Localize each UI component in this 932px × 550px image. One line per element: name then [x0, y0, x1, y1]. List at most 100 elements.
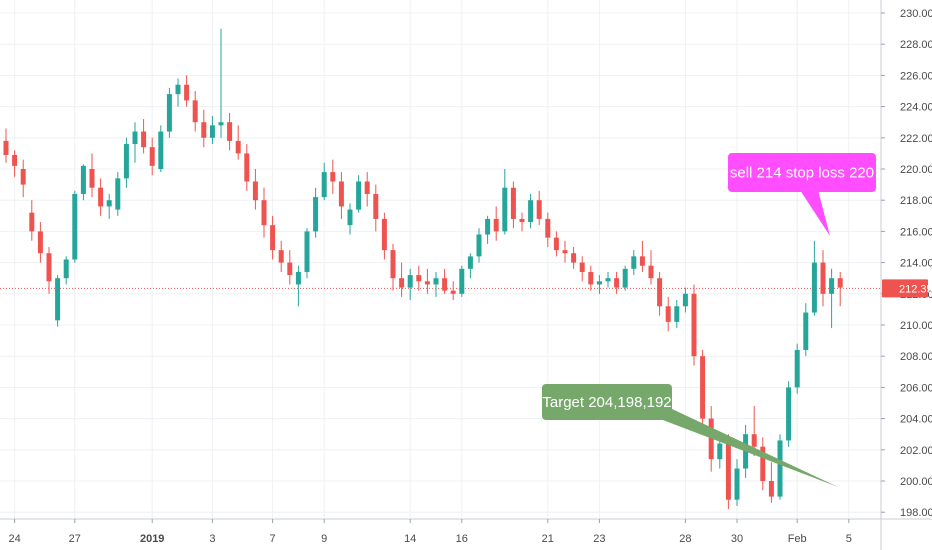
x-tick-label: 9 [321, 533, 327, 545]
candle [442, 268, 448, 294]
candle [725, 434, 731, 510]
candle-body [519, 218, 525, 223]
candle-body [751, 434, 757, 447]
candle-body [528, 200, 534, 223]
candle [734, 459, 740, 506]
candle-body [562, 250, 568, 254]
candle [622, 265, 628, 291]
grid-lines [0, 0, 881, 519]
candle-body [459, 268, 465, 294]
candle-body [166, 94, 172, 132]
candle-body [390, 250, 396, 279]
candle [29, 200, 35, 241]
candle [605, 271, 611, 288]
candle [347, 203, 353, 235]
candle [433, 271, 439, 297]
candle-body [347, 209, 353, 226]
candle-body [794, 349, 800, 388]
candle-body [115, 178, 121, 210]
candle [192, 91, 198, 132]
candle [811, 240, 817, 316]
candles [3, 28, 843, 510]
candle-body [218, 122, 224, 126]
candle [261, 187, 267, 238]
target-callout-label: Target 204,198,192 [542, 394, 671, 411]
candle-body [588, 271, 594, 285]
candle [424, 268, 430, 294]
candle [149, 137, 155, 176]
candle [519, 212, 525, 232]
candle [545, 212, 551, 247]
candle [837, 271, 843, 307]
y-tick-label: 216.00 [900, 226, 932, 238]
candle-body [381, 218, 387, 251]
candle [760, 437, 766, 491]
candle [588, 265, 594, 291]
candle [227, 112, 233, 151]
y-axis[interactable]: 230.00 228.00 226.00 224.00 222.00 220.00 218.… [881, 8, 932, 519]
candle-body [399, 278, 405, 288]
candle-body [149, 147, 155, 166]
candle [89, 153, 95, 198]
candle [123, 137, 129, 188]
candle-body [89, 169, 95, 188]
candle-body [674, 306, 680, 322]
candle [390, 243, 396, 291]
candle-body [777, 440, 783, 497]
candle-body [596, 281, 602, 285]
y-tick-label: 228.00 [900, 39, 932, 51]
candle-body [605, 278, 611, 282]
candle [553, 231, 559, 257]
candle [132, 122, 138, 163]
candle-body [235, 140, 241, 154]
candle-body [768, 481, 774, 497]
candle-body [416, 275, 422, 282]
candle-body [493, 218, 499, 232]
candle [794, 343, 800, 394]
candle [665, 296, 671, 332]
candle [579, 256, 585, 282]
candle-body [682, 293, 688, 307]
candle-body [313, 197, 319, 232]
y-tick-label: 210.00 [900, 320, 932, 332]
candle [700, 349, 706, 428]
candle [80, 164, 86, 201]
candle [201, 109, 207, 148]
candle-body [158, 131, 164, 169]
candle [596, 275, 602, 294]
candle-body [614, 278, 620, 288]
candle-body [476, 234, 482, 257]
candle-body [579, 262, 585, 272]
candle-body [72, 193, 78, 260]
candle-body [467, 256, 473, 269]
x-axis[interactable]: 24 27 2019 3 7 9 14 16 21 23 28 30 Feb 5 [8, 519, 852, 545]
candle-body [717, 443, 723, 460]
x-tick-label: 16 [456, 533, 468, 545]
candle [115, 172, 121, 216]
candle-body [106, 200, 112, 207]
candle-body [201, 122, 207, 138]
candle [631, 250, 637, 276]
candle [244, 144, 250, 191]
candle-body [571, 253, 577, 263]
candle-body [20, 169, 26, 185]
candle [829, 268, 835, 329]
candle [510, 181, 516, 229]
candle [141, 119, 147, 154]
candle-body [450, 290, 456, 294]
x-tick-label: 5 [846, 533, 852, 545]
candle-body [175, 84, 181, 95]
candle-body [184, 84, 190, 101]
candle-body [639, 256, 645, 266]
candle [416, 265, 422, 291]
candle [158, 125, 164, 173]
candle-body [330, 172, 336, 182]
candle-body [691, 293, 697, 357]
candle [536, 190, 542, 226]
candle-body [338, 181, 344, 207]
candle [502, 169, 508, 235]
candle [12, 150, 18, 177]
y-tick-label: 226.00 [900, 70, 932, 82]
candle-body [631, 256, 637, 269]
